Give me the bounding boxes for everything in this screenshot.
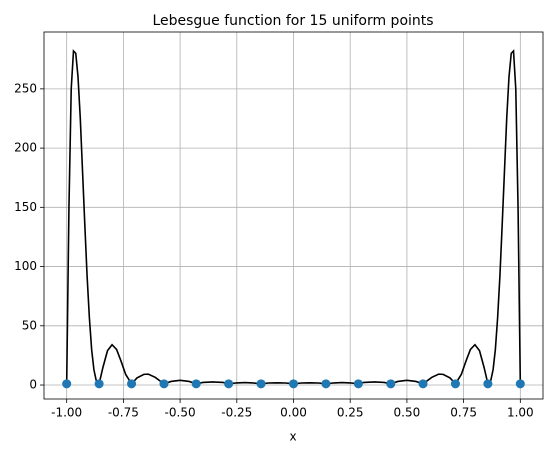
point bbox=[450, 379, 460, 389]
x-tick-label: 0.00 bbox=[280, 406, 307, 420]
y-tick-label: 100 bbox=[14, 259, 37, 273]
x-tick-label: -1.00 bbox=[51, 406, 82, 420]
point bbox=[321, 379, 331, 389]
point bbox=[224, 379, 234, 389]
y-tick-label: 0 bbox=[29, 378, 37, 392]
point bbox=[289, 379, 298, 389]
point bbox=[94, 379, 104, 389]
point bbox=[256, 379, 266, 389]
x-tick-label: 0.50 bbox=[394, 406, 421, 420]
point bbox=[159, 379, 169, 389]
y-tick-label: 200 bbox=[14, 141, 37, 155]
x-tick-label: 0.25 bbox=[337, 406, 364, 420]
point bbox=[353, 379, 363, 389]
point bbox=[62, 379, 72, 389]
chart-title: Lebesgue function for 15 uniform points bbox=[152, 13, 433, 29]
point bbox=[191, 379, 201, 389]
x-tick-label: -0.75 bbox=[108, 406, 139, 420]
x-axis-label: x bbox=[289, 430, 296, 444]
point bbox=[386, 379, 396, 389]
point bbox=[418, 379, 428, 389]
point bbox=[483, 379, 493, 389]
x-tick-label: -0.25 bbox=[221, 406, 252, 420]
x-tick-label: 0.75 bbox=[450, 406, 477, 420]
x-tick-label: 1.00 bbox=[507, 406, 534, 420]
plot-frame bbox=[43, 31, 544, 400]
x-tick-label: -0.50 bbox=[165, 406, 196, 420]
y-tick-label: 150 bbox=[14, 200, 37, 214]
y-tick-label: 250 bbox=[14, 81, 37, 95]
point bbox=[515, 379, 525, 389]
point bbox=[127, 379, 137, 389]
y-tick-label: 50 bbox=[22, 318, 37, 332]
